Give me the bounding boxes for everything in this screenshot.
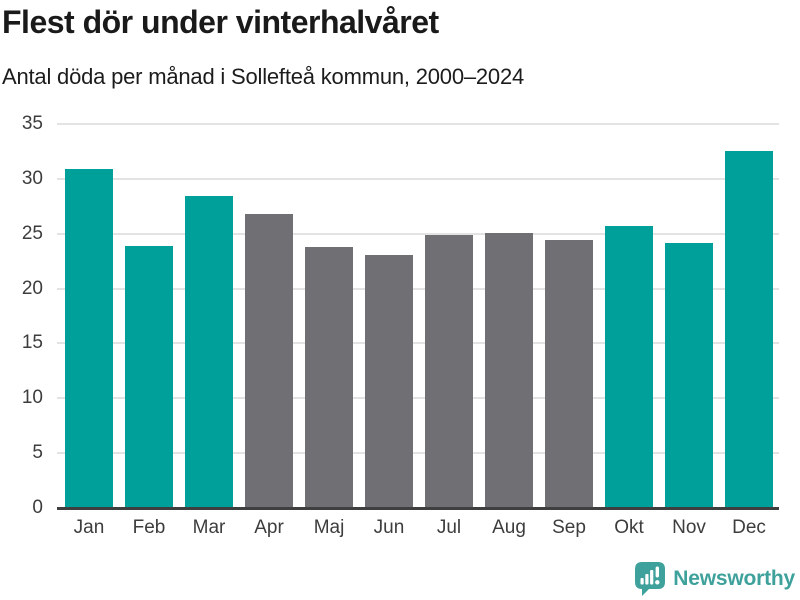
- x-tick-label-jun: Jun: [373, 517, 405, 538]
- bar-feb: [125, 245, 173, 508]
- bar-nov: [665, 242, 713, 508]
- gridline-15: [57, 342, 779, 345]
- bar-apr: [245, 214, 293, 508]
- x-tick-label-feb: Feb: [132, 517, 166, 538]
- x-tick-label-nov: Nov: [672, 517, 706, 538]
- bar-jul: [425, 234, 473, 508]
- x-tick-label-dec: Dec: [732, 517, 766, 538]
- bar-aug: [485, 232, 533, 508]
- y-tick-label-25: 25: [21, 222, 43, 244]
- gridline-25: [57, 232, 779, 235]
- y-tick-label-0: 0: [32, 497, 43, 518]
- x-tick-label-jan: Jan: [73, 517, 105, 538]
- page-title: Flest dör under vinterhalvåret: [2, 4, 439, 40]
- y-axis-labels: 0 5 10 15 20 25 30 35: [0, 113, 43, 519]
- gridline-10: [57, 397, 779, 400]
- bar-mar: [185, 196, 233, 508]
- x-tick-label-maj: Maj: [313, 517, 345, 538]
- bar-sep: [545, 240, 593, 508]
- plot-area: [57, 123, 779, 510]
- bar-maj: [305, 246, 353, 508]
- x-tick-label-jul: Jul: [436, 517, 462, 538]
- newsworthy-speech-bubble-bar-chart-icon: [635, 562, 666, 596]
- bar-jun: [365, 254, 413, 508]
- x-tick-label-mar: Mar: [192, 517, 226, 538]
- newsworthy-logo-text: Newsworthy: [673, 567, 795, 590]
- x-axis-baseline: [57, 507, 779, 510]
- x-axis-labels: Jan Feb Mar Apr Maj Jun Jul Aug Sep Okt Nov Dec: [57, 516, 779, 542]
- gridline-20: [57, 287, 779, 290]
- y-tick-label-15: 15: [21, 332, 43, 354]
- y-tick-label-20: 20: [21, 277, 43, 299]
- y-tick-label-5: 5: [32, 442, 43, 464]
- bar-jan: [65, 169, 113, 508]
- gridline-5: [57, 452, 779, 455]
- gridline-35: [57, 123, 779, 125]
- x-tick-label-apr: Apr: [254, 517, 284, 538]
- bar-dec: [725, 151, 773, 508]
- page-subtitle: Antal döda per månad i Sollefteå kommun,…: [2, 64, 525, 89]
- gridline-30: [57, 177, 779, 180]
- x-tick-label-aug: Aug: [492, 517, 526, 538]
- y-tick-label-35: 35: [21, 113, 43, 134]
- y-tick-label-30: 30: [21, 167, 43, 189]
- x-tick-label-sep: Sep: [552, 517, 586, 538]
- footer-brand: Newsworthy: [635, 562, 795, 596]
- bar-okt: [605, 226, 653, 508]
- y-tick-label-10: 10: [21, 387, 43, 409]
- x-tick-label-okt: Okt: [614, 517, 644, 538]
